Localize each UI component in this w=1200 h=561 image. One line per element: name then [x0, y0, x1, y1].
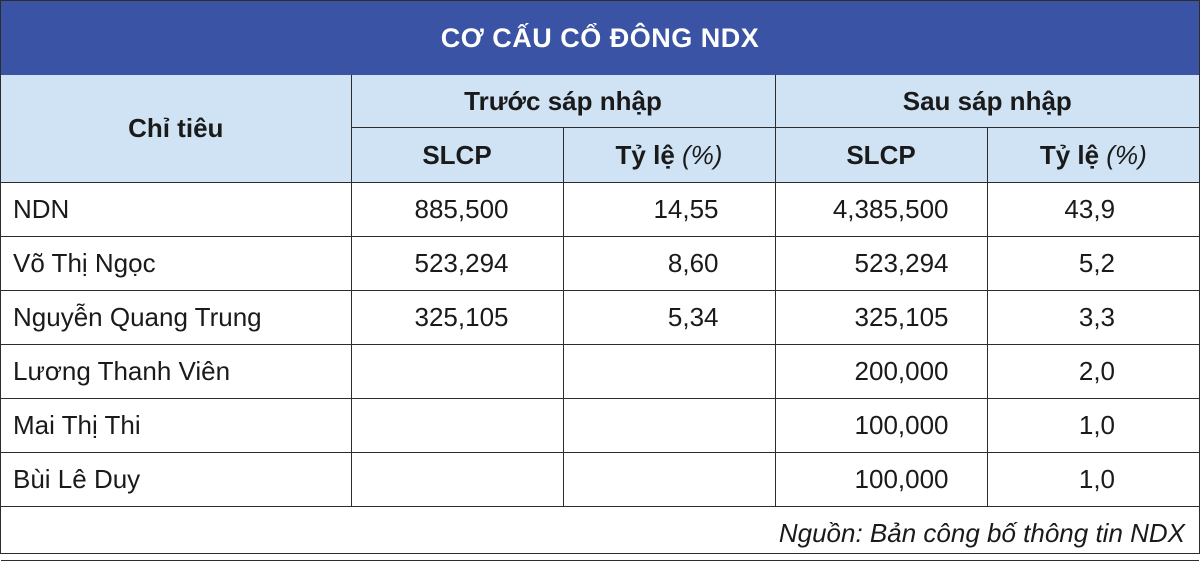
before-merger-header: Trước sáp nhập	[350, 75, 776, 128]
shareholder-name: Lương Thanh Viên	[1, 344, 352, 399]
after-slcp-header: SLCP	[774, 127, 988, 183]
after-ratio-value: 3,3	[986, 290, 1200, 345]
shareholder-name: Bùi Lê Duy	[1, 452, 352, 507]
table-title: CƠ CẤU CỔ ĐÔNG NDX	[1, 1, 1199, 75]
after-ratio-header: Tỷ lệ (%)	[986, 127, 1200, 183]
before-ratio-value: 14,55	[562, 182, 776, 237]
before-ratio-value	[562, 344, 776, 399]
table-row: Võ Thị Ngọc 523,294 8,60 523,294 5,2	[1, 236, 1200, 291]
shareholder-name: Mai Thị Thi	[1, 398, 352, 453]
after-merger-header: Sau sáp nhập	[774, 75, 1200, 128]
after-slcp-value: 523,294	[774, 236, 988, 291]
before-slcp-value: 885,500	[350, 182, 564, 237]
shareholder-grid: Chỉ tiêu Trước sáp nhập Sau sáp nhập SLC…	[1, 75, 1200, 561]
after-ratio-value: 43,9	[986, 182, 1200, 237]
before-ratio-value: 8,60	[562, 236, 776, 291]
group-header-row: Chỉ tiêu Trước sáp nhập Sau sáp nhập	[1, 75, 1200, 183]
source-note: Nguồn: Bản công bố thông tin NDX	[1, 506, 1200, 561]
before-ratio-header: Tỷ lệ (%)	[562, 127, 776, 183]
ratio-label: Tỷ lệ	[1039, 139, 1100, 170]
after-slcp-value: 4,385,500	[774, 182, 988, 237]
shareholder-name: NDN	[1, 182, 352, 237]
after-slcp-value: 200,000	[774, 344, 988, 399]
table-row: Mai Thị Thi 100,000 1,0	[1, 398, 1200, 453]
before-slcp-value	[350, 452, 564, 507]
before-slcp-value	[350, 398, 564, 453]
ratio-label: Tỷ lệ	[615, 139, 675, 170]
ratio-unit: (%)	[1106, 139, 1147, 170]
after-ratio-value: 1,0	[986, 452, 1200, 507]
before-slcp-value	[350, 344, 564, 399]
before-ratio-value	[562, 452, 776, 507]
after-slcp-value: 325,105	[774, 290, 988, 345]
before-ratio-value: 5,34	[562, 290, 776, 345]
shareholder-name: Võ Thị Ngọc	[1, 236, 352, 291]
after-slcp-value: 100,000	[774, 452, 988, 507]
before-slcp-value: 523,294	[350, 236, 564, 291]
before-slcp-header: SLCP	[351, 127, 564, 183]
ratio-unit: (%)	[682, 139, 723, 170]
after-ratio-value: 5,2	[986, 236, 1200, 291]
table-row: Nguyễn Quang Trung 325,105 5,34 325,105 …	[1, 290, 1200, 345]
shareholder-name: Nguyễn Quang Trung	[1, 290, 352, 345]
criteria-header: Chỉ tiêu	[1, 75, 352, 183]
after-slcp-value: 100,000	[774, 398, 988, 453]
table-row: NDN 885,500 14,55 4,385,500 43,9	[1, 182, 1200, 237]
source-row: Nguồn: Bản công bố thông tin NDX	[1, 506, 1200, 561]
after-ratio-value: 2,0	[986, 344, 1200, 399]
sub-header-row: SLCP Tỷ lệ (%) SLCP Tỷ lệ (%)	[1, 127, 1200, 183]
table-row: Lương Thanh Viên 200,000 2,0	[1, 344, 1200, 399]
table-row: Bùi Lê Duy 100,000 1,0	[1, 452, 1200, 507]
before-slcp-value: 325,105	[350, 290, 564, 345]
before-ratio-value	[562, 398, 776, 453]
after-ratio-value: 1,0	[986, 398, 1200, 453]
